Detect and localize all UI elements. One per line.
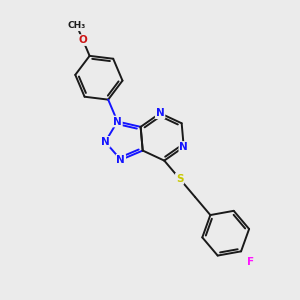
Text: N: N [156,108,164,118]
Text: N: N [179,142,188,152]
Text: N: N [113,116,122,127]
Text: S: S [176,174,183,184]
Text: N: N [101,137,110,147]
Text: CH₃: CH₃ [68,21,86,30]
Text: F: F [247,257,254,267]
Text: O: O [79,35,87,45]
Text: N: N [116,155,125,165]
